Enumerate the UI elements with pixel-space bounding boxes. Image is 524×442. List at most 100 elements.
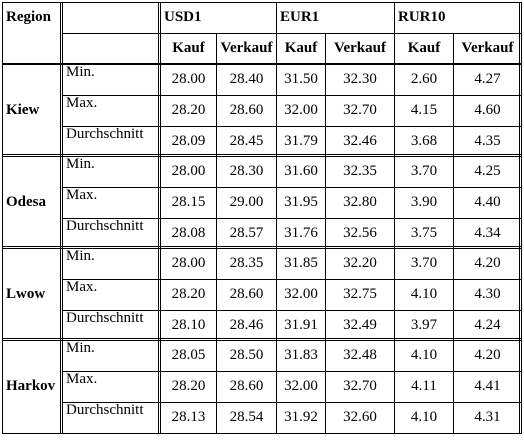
table-cell-value: 4.15	[410, 102, 438, 118]
table-cell-value: 28.20	[171, 102, 206, 118]
table-cell-value: 4.25	[474, 163, 501, 179]
table-cell-value: 28.00	[171, 163, 206, 179]
table-border	[519, 2, 520, 434]
table-cell-value: 32.48	[343, 347, 377, 363]
table-cell-value: 4.31	[474, 409, 501, 425]
table-cell-value: 32.46	[343, 133, 377, 149]
stat-label: Durchschnitt	[66, 402, 144, 418]
table-cell-value: 4.11	[411, 378, 437, 394]
table-border	[453, 33, 454, 434]
table-cell-value: 28.45	[229, 133, 264, 149]
table-border	[2, 64, 522, 65]
table-cell-value: 28.00	[171, 255, 206, 271]
table-cell-value: 31.60	[284, 163, 318, 179]
table-cell-value: 4.30	[474, 286, 501, 302]
table-cell-value: 28.08	[171, 225, 206, 241]
table-cell-value: 32.00	[284, 286, 318, 302]
table-cell-value: 28.46	[229, 317, 264, 333]
table-border	[62, 187, 522, 188]
table-cell-value: 31.85	[284, 255, 318, 271]
table-border	[394, 2, 395, 434]
stat-label: Max.	[66, 371, 98, 387]
table-border	[62, 310, 522, 311]
stat-label: Min.	[66, 340, 95, 356]
table-cell-value: 31.83	[284, 347, 318, 363]
table-cell-value: 28.20	[171, 378, 206, 394]
table-cell-value: 2.60	[410, 71, 438, 87]
table-cell-value: 28.57	[229, 225, 264, 241]
table-border	[62, 2, 63, 434]
table-cell-value: 31.92	[284, 409, 318, 425]
table-cell-value: 3.70	[410, 255, 438, 271]
table-cell-value: 32.20	[343, 255, 377, 271]
table-cell-value: 28.60	[229, 286, 264, 302]
stat-label: Max.	[66, 95, 98, 111]
table-cell-value: 28.15	[171, 194, 206, 210]
region-name: Odesa	[6, 194, 47, 210]
stat-label: Min.	[66, 248, 95, 264]
table-cell-value: 4.20	[474, 255, 501, 271]
table-cell-value: 32.60	[343, 409, 377, 425]
stat-label: Durchschnitt	[66, 126, 144, 142]
table-border	[2, 248, 522, 249]
table-border	[2, 63, 522, 64]
table-cell-value: 28.60	[229, 102, 264, 118]
table-cell-value: 32.00	[284, 378, 318, 394]
table-cell-value: 28.35	[229, 255, 264, 271]
table-border	[2, 156, 522, 157]
table-cell-value: 4.10	[410, 409, 438, 425]
table-cell-value: 32.75	[343, 286, 377, 302]
table-cell-value: 28.60	[229, 378, 264, 394]
table-border	[158, 2, 159, 434]
table-cell-value: 4.20	[474, 347, 501, 363]
table-cell-value: 32.30	[343, 71, 377, 87]
table-cell-value: 32.80	[343, 194, 377, 210]
table-border	[62, 126, 522, 127]
table-cell-value: 32.70	[343, 102, 377, 118]
table-cell-value: 28.00	[171, 71, 206, 87]
table-cell-value: 28.20	[171, 286, 206, 302]
table-cell-value: 32.35	[343, 163, 377, 179]
header-currency-2: RUR10	[398, 9, 446, 25]
table-border	[2, 340, 522, 341]
table-cell-value: 29.00	[229, 194, 264, 210]
table-cell-value: 4.40	[474, 194, 501, 210]
stat-label: Min.	[66, 156, 95, 172]
table-cell-value: 28.50	[229, 347, 264, 363]
table-cell-value: 28.05	[171, 347, 206, 363]
table-cell-value: 4.27	[474, 71, 501, 87]
table-cell-value: 32.56	[343, 225, 377, 241]
table-cell-value: 31.76	[284, 225, 318, 241]
table-cell-value: 32.70	[343, 378, 377, 394]
stat-label: Durchschnitt	[66, 310, 144, 326]
table-cell-value: 28.09	[171, 133, 206, 149]
header-region: Region	[6, 9, 51, 25]
table-cell-value: 4.34	[474, 225, 501, 241]
table-border	[62, 33, 522, 34]
table-cell-value: 31.79	[284, 133, 318, 149]
table-border	[216, 33, 217, 434]
table-border	[62, 402, 522, 403]
region-name: Kiew	[6, 102, 40, 118]
table-border	[62, 95, 522, 96]
table-cell-value: 32.00	[284, 102, 318, 118]
table-border	[2, 433, 522, 434]
header-verkauf: Verkauf	[220, 39, 273, 56]
table-border	[160, 2, 161, 434]
table-cell-value: 4.10	[410, 286, 438, 302]
stat-label: Durchschnitt	[66, 218, 144, 234]
table-cell-value: 28.40	[229, 71, 264, 87]
table-border	[2, 2, 522, 3]
table-cell-value: 28.13	[171, 409, 206, 425]
table-border	[325, 33, 326, 434]
table-cell-value: 4.60	[474, 102, 501, 118]
table-cell-value: 31.95	[284, 194, 318, 210]
header-verkauf: Verkauf	[461, 39, 514, 56]
header-kauf: Kauf	[284, 39, 318, 56]
table-border	[60, 2, 61, 434]
table-border	[2, 2, 3, 434]
header-currency-1: EUR1	[280, 9, 320, 25]
table-cell-value: 3.97	[410, 317, 438, 333]
table-border	[62, 371, 522, 372]
